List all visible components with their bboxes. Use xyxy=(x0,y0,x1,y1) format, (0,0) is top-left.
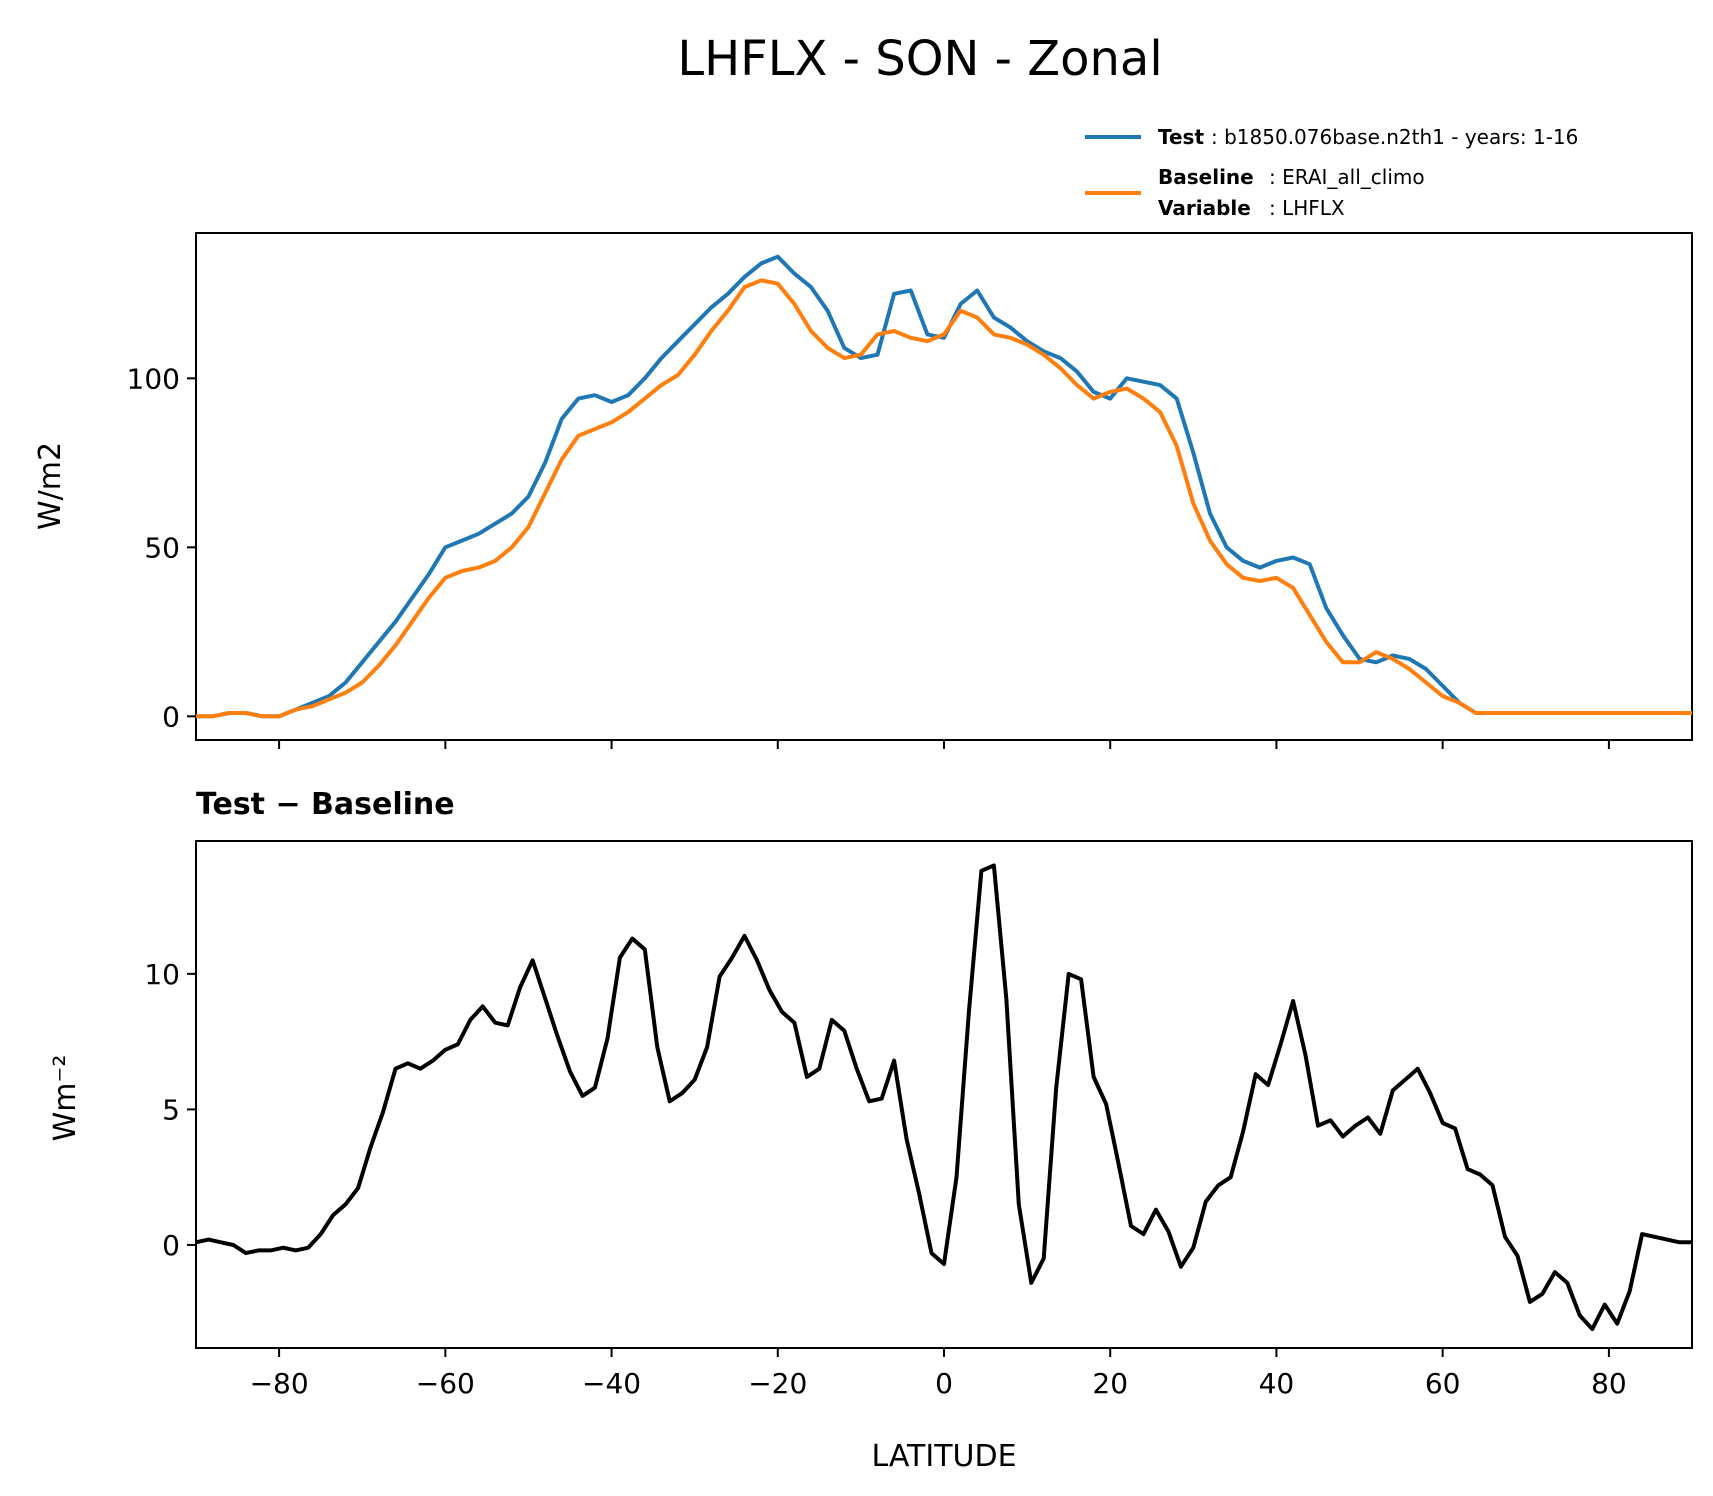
top-y-tick-label: 50 xyxy=(144,531,180,564)
bottom-panel-title: Test − Baseline xyxy=(196,787,455,822)
bottom-x-tick-label: −60 xyxy=(416,1367,475,1400)
bottom-y-tick-label: 10 xyxy=(144,958,180,991)
bottom-x-tick-label: 0 xyxy=(935,1367,953,1400)
bottom-y-tick-label: 0 xyxy=(162,1229,180,1262)
bottom-x-tick-label: 60 xyxy=(1425,1367,1461,1400)
figure-title: LHFLX - SON - Zonal xyxy=(677,31,1162,87)
legend-variable-key: Variable xyxy=(1158,196,1251,220)
legend: Test : b1850.076base.n2th1 - years: 1-16… xyxy=(1085,125,1578,220)
bottom-x-tick-label: 20 xyxy=(1092,1367,1128,1400)
top-panel: 0 50 100 W/m2 xyxy=(33,232,1693,749)
top-series-test xyxy=(196,254,1692,719)
legend-variable-text: : LHFLX xyxy=(1269,196,1345,220)
legend-baseline-key: Baseline xyxy=(1158,165,1254,189)
bottom-x-axis: −80 −60 −40 −20 0 20 40 60 80 xyxy=(250,1348,1627,1400)
bottom-x-tick-label: −20 xyxy=(748,1367,807,1400)
bottom-y-label: Wm⁻² xyxy=(48,1055,83,1142)
top-x-axis xyxy=(278,740,1610,749)
legend-test-text: : b1850.076base.n2th1 - years: 1-16 xyxy=(1211,125,1578,149)
bottom-series-lines xyxy=(195,863,1692,1331)
top-series-lines xyxy=(196,254,1692,719)
top-y-axis: 0 50 100 xyxy=(127,362,196,733)
bottom-x-tick-label: −80 xyxy=(250,1367,309,1400)
legend-baseline-text: : ERAI_all_climo xyxy=(1269,165,1425,189)
bottom-x-tick-label: 40 xyxy=(1259,1367,1295,1400)
bottom-y-axis: 0 5 10 xyxy=(144,958,196,1262)
bottom-y-tick-label: 5 xyxy=(162,1093,180,1126)
bottom-panel: Test − Baseline 0 5 10 −80 −60 −40 −20 0 20 40 60… xyxy=(48,787,1693,1474)
bottom-plot-frame xyxy=(195,840,1693,1349)
top-y-tick-label: 0 xyxy=(162,700,180,733)
bottom-series-test-baseline xyxy=(195,863,1692,1331)
top-y-label: W/m2 xyxy=(33,442,68,530)
top-y-tick-label: 100 xyxy=(127,362,180,395)
legend-test-key: Test xyxy=(1158,125,1204,149)
bottom-x-tick-label: −40 xyxy=(582,1367,641,1400)
bottom-x-tick-label: 80 xyxy=(1591,1367,1627,1400)
top-plot-frame xyxy=(195,232,1693,741)
top-series-baseline xyxy=(196,278,1692,719)
bottom-x-label: LATITUDE xyxy=(871,1439,1016,1474)
